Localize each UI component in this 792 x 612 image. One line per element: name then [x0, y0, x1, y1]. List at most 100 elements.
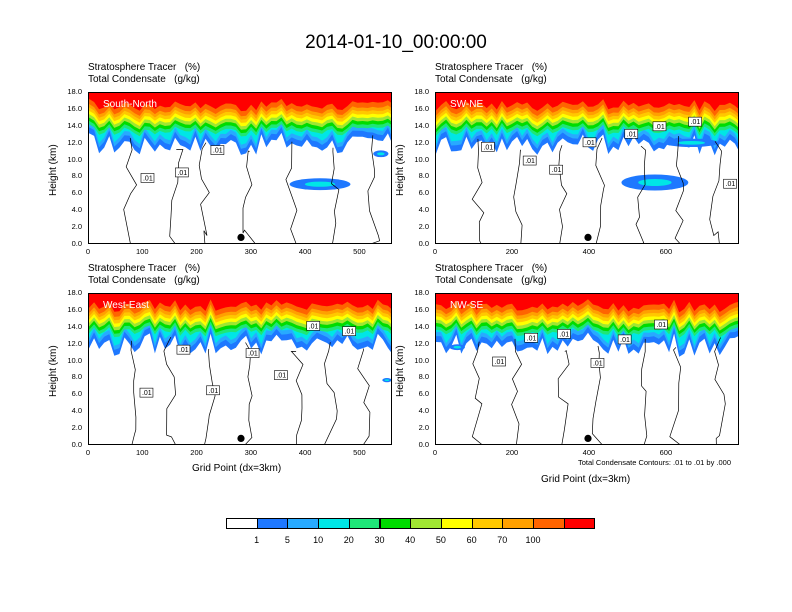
- y-tick-label: 4.0: [418, 205, 429, 215]
- figure-title: 2014-01-10_00:00:00: [305, 32, 487, 53]
- colorbar-label: 40: [405, 535, 416, 545]
- contour-label: .01: [245, 348, 260, 358]
- y-tick-label: 6.0: [71, 188, 82, 198]
- y-tick-label: 18.0: [67, 87, 82, 96]
- svg-text:.01: .01: [691, 119, 701, 126]
- y-tick-label: 2.0: [71, 222, 82, 232]
- contour-note: Total Condensate Contours: .01 to .01 by…: [578, 458, 732, 467]
- y-tick-label: 18.0: [67, 288, 82, 297]
- svg-text:.01: .01: [143, 175, 153, 182]
- x-tick-label: 600: [659, 448, 673, 457]
- svg-text:.01: .01: [309, 323, 319, 330]
- colorbar-swatch: [502, 518, 534, 529]
- contour-label: .01: [481, 141, 495, 152]
- svg-text:.01: .01: [276, 373, 286, 380]
- y-tick-label: 8.0: [418, 372, 429, 382]
- panel-header-line: Stratosphere Tracer (%): [435, 263, 548, 274]
- tracer-band: [436, 294, 738, 313]
- heatmap-svg: .01 .01 .01 .01 .01 .01 .01 West-East: [89, 294, 391, 444]
- y-tick-label: 0.0: [418, 440, 429, 449]
- y-tick-label: 0.0: [71, 239, 82, 248]
- svg-text:.01: .01: [656, 322, 666, 329]
- colorbar-label: 20: [343, 535, 354, 545]
- location-marker: [237, 434, 245, 442]
- contour-label: .01: [654, 319, 668, 330]
- y-tick-label: 4.0: [71, 406, 82, 416]
- location-marker: [584, 233, 592, 241]
- y-tick-label: 16.0: [414, 103, 429, 113]
- panel-header-line: Total Condensate (g/kg): [435, 275, 547, 286]
- contour-line: [331, 147, 340, 243]
- contour-line: [471, 341, 483, 444]
- heatmap-panel-sw-ne: .01 .01 .01 .01 .01 .01 .01 .01 SW-NE: [435, 92, 739, 244]
- y-tick-label: 16.0: [67, 103, 82, 113]
- panel-header-line: Total Condensate (g/kg): [88, 275, 200, 286]
- colorbar-swatch: [256, 518, 289, 529]
- x-tick-label: 100: [136, 247, 149, 256]
- contour-label: .01: [624, 128, 639, 139]
- tracer-blob-core: [304, 181, 336, 187]
- contour-label: .01: [306, 321, 321, 331]
- contour-line: [357, 348, 371, 444]
- x-tick-label: 400: [298, 247, 312, 256]
- y-tick-label: 10.0: [67, 154, 82, 164]
- tracer-blob-core: [638, 178, 672, 187]
- panel-region-label: NW-SE: [450, 300, 483, 311]
- contour-line: [169, 149, 184, 243]
- x-tick-label: 300: [244, 448, 258, 457]
- colorbar-swatch: [471, 518, 504, 529]
- contour-line: [641, 338, 648, 444]
- panel-region-label: South-North: [103, 99, 157, 110]
- svg-text:.01: .01: [593, 360, 603, 367]
- contour-line: [324, 342, 338, 444]
- colorbar-label: 60: [466, 535, 477, 545]
- panel-region-label: West-East: [103, 300, 149, 311]
- colorbar-swatch: [533, 518, 565, 529]
- svg-text:.01: .01: [142, 390, 152, 397]
- y-tick-label: 8.0: [71, 171, 82, 181]
- panel-header-line: Stratosphere Tracer (%): [88, 62, 201, 73]
- heatmap-panel-west-east: .01 .01 .01 .01 .01 .01 .01 West-East: [88, 293, 392, 445]
- contour-label: .01: [723, 178, 737, 189]
- heatmap-svg: .01 .01 .01 .01 .01 .01 NW-SE: [436, 294, 738, 444]
- panel-header-line: Stratosphere Tracer (%): [435, 62, 548, 73]
- y-tick-label: 4.0: [71, 205, 82, 215]
- y-axis-label: Height (km): [395, 144, 406, 196]
- panel-region-label: SW-NE: [450, 99, 483, 110]
- y-tick-label: 18.0: [414, 87, 429, 96]
- contour-line: [513, 149, 523, 243]
- y-tick-label: 10.0: [414, 355, 429, 365]
- x-tick-label: 600: [659, 247, 673, 256]
- y-tick-label: 16.0: [414, 304, 429, 314]
- x-tick-label: 300: [244, 247, 258, 256]
- x-tick-label: 200: [505, 448, 519, 457]
- x-tick-label: 400: [582, 448, 596, 457]
- contour-line: [674, 135, 684, 243]
- contour-line: [635, 145, 646, 243]
- contour-line: [123, 137, 138, 243]
- location-marker: [237, 233, 245, 241]
- contour-label: .01: [139, 387, 154, 398]
- contour-line: [242, 150, 256, 243]
- y-tick-label: 8.0: [71, 372, 82, 382]
- x-tick-label: 100: [136, 448, 149, 457]
- panel-header-line: Stratosphere Tracer (%): [88, 263, 201, 274]
- heatmap-svg: .01 .01 .01 .01 .01 .01 .01 .01 SW-NE: [436, 93, 738, 243]
- contour-line: [285, 141, 298, 243]
- contour-label: .01: [140, 173, 155, 183]
- contour-label: .01: [549, 164, 563, 175]
- colorbar-swatch: [287, 518, 320, 529]
- svg-text:.01: .01: [585, 140, 595, 147]
- svg-text:.01: .01: [177, 170, 187, 177]
- x-tick-label: 500: [353, 247, 366, 256]
- colorbar-label: 30: [374, 535, 385, 545]
- x-tick-label: 500: [353, 448, 366, 457]
- contour-label: .01: [176, 344, 191, 355]
- y-axis-label: Height (km): [395, 345, 406, 397]
- colorbar-swatch: [226, 518, 258, 529]
- x-tick-label: 200: [190, 448, 203, 457]
- contour-label: .01: [590, 358, 605, 368]
- contour-label: .01: [274, 370, 288, 380]
- y-tick-label: 12.0: [414, 338, 429, 348]
- y-tick-label: 4.0: [418, 406, 429, 416]
